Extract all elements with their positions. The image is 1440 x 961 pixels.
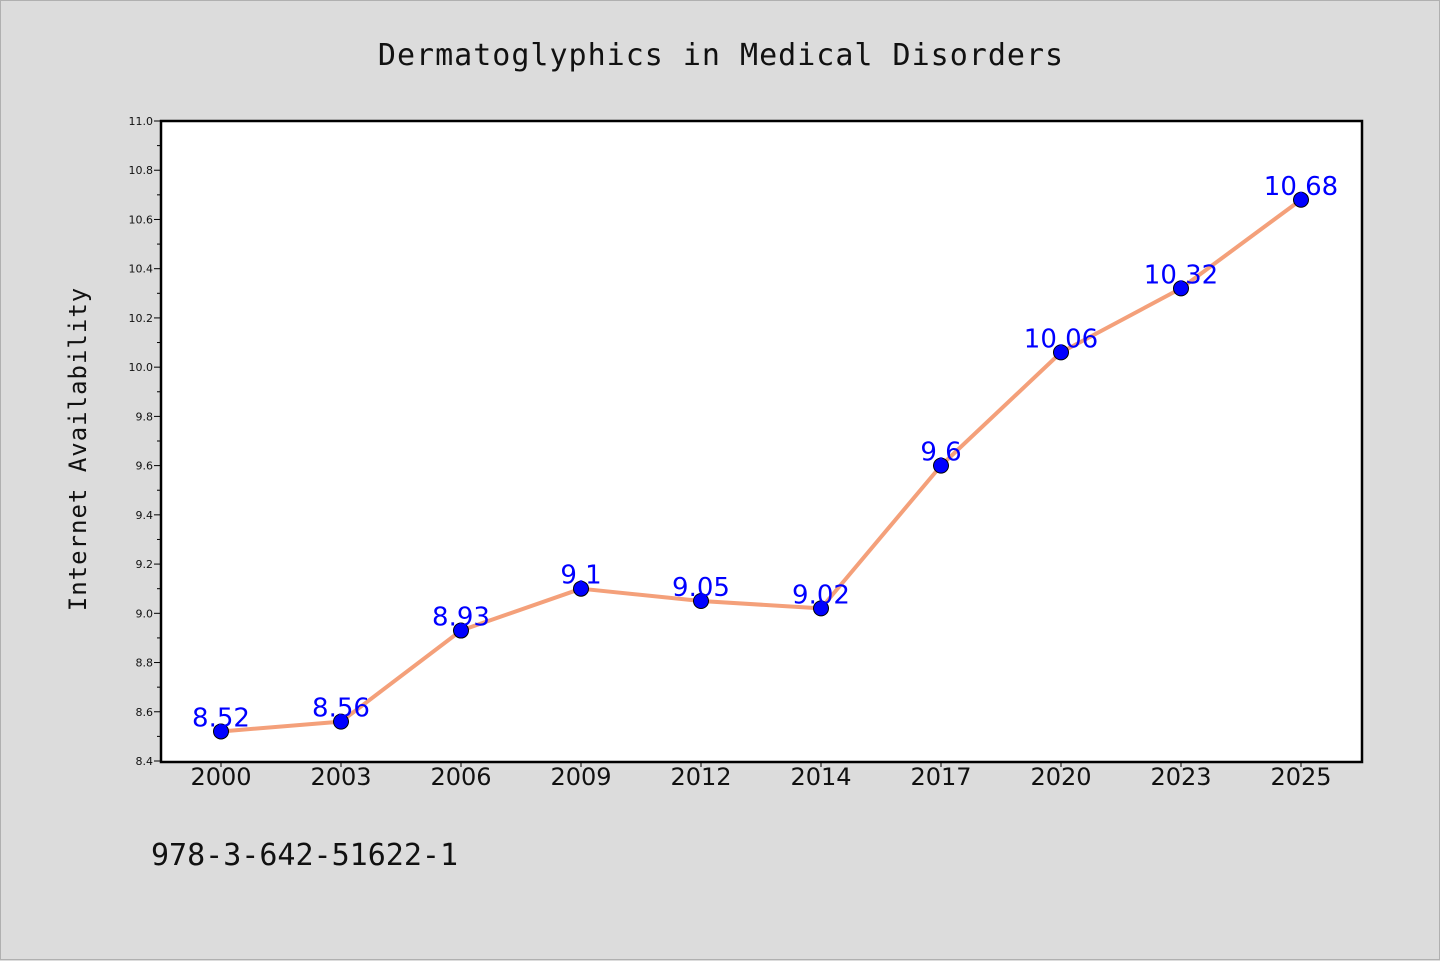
x-tick-label: 2023 bbox=[1150, 763, 1211, 791]
data-point-marker bbox=[933, 457, 949, 474]
x-axis: 2000 2003 2006 2009 2012 2014 2017 2020 2023 2025 bbox=[190, 761, 1332, 791]
x-tick-label: 2000 bbox=[190, 763, 251, 791]
y-axis-label: Internet Availability bbox=[64, 287, 92, 611]
data-point-marker bbox=[693, 593, 709, 609]
data-label: 9.05 bbox=[672, 573, 730, 603]
y-tick-label: 9.2 bbox=[136, 558, 154, 571]
x-tick-label: 2003 bbox=[310, 763, 371, 791]
y-tick-label: 10.8 bbox=[129, 164, 154, 177]
x-tick-label: 2009 bbox=[550, 763, 611, 791]
x-tick-label: 2006 bbox=[430, 763, 491, 791]
y-tick-label: 9.4 bbox=[136, 509, 154, 522]
x-tick-label: 2020 bbox=[1030, 763, 1091, 791]
data-labels-group: 8.52 8.56 8.93 9.1 9.05 9.02 9.6 10.06 10.32 10.6… bbox=[192, 172, 1338, 734]
data-point-marker bbox=[813, 600, 829, 617]
data-label: 10.32 bbox=[1144, 260, 1218, 290]
x-tick-label: 2017 bbox=[910, 763, 971, 791]
data-label: 9.02 bbox=[792, 580, 850, 610]
y-tick-label: 10.0 bbox=[129, 361, 154, 374]
y-tick-label: 11.0 bbox=[129, 115, 154, 128]
plot-area bbox=[159, 119, 1364, 764]
data-label: 8.52 bbox=[192, 703, 250, 733]
data-point-marker bbox=[573, 580, 589, 597]
data-point-marker bbox=[213, 723, 229, 740]
x-tick-label: 2012 bbox=[670, 763, 731, 791]
data-point-marker bbox=[1053, 344, 1069, 361]
data-point-marker bbox=[333, 713, 349, 730]
y-tick-label: 8.4 bbox=[136, 755, 154, 768]
x-tick-label: 2014 bbox=[790, 763, 851, 791]
data-label: 9.1 bbox=[560, 561, 601, 591]
y-tick-label: 9.0 bbox=[136, 607, 154, 620]
data-label: 8.93 bbox=[432, 603, 490, 633]
data-label: 9.6 bbox=[920, 438, 961, 468]
data-label: 10.68 bbox=[1264, 172, 1338, 202]
data-point-marker bbox=[1173, 280, 1189, 297]
data-point-marker bbox=[1293, 191, 1309, 208]
series-line bbox=[219, 197, 1303, 734]
y-axis: 8.4 8.6 8.8 9.0 9.2 9.4 9.6 9.8 10.0 10.2 10.4 10.6… bbox=[129, 115, 161, 768]
data-label: 8.56 bbox=[312, 694, 370, 724]
footnote-isbn: 978-3-642-51622-1 bbox=[151, 838, 458, 873]
y-tick-label: 10.4 bbox=[129, 263, 154, 276]
y-tick-label: 8.8 bbox=[136, 657, 154, 670]
y-tick-label: 9.8 bbox=[136, 410, 154, 423]
data-point-marker bbox=[453, 622, 469, 639]
x-tick-label: 2025 bbox=[1270, 763, 1331, 791]
y-tick-label: 10.2 bbox=[129, 312, 154, 325]
data-label: 10.06 bbox=[1024, 324, 1098, 354]
series-group bbox=[213, 191, 1309, 740]
y-tick-label: 10.6 bbox=[129, 213, 154, 226]
y-tick-label: 8.6 bbox=[136, 706, 154, 719]
y-tick-label: 9.6 bbox=[136, 460, 154, 473]
chart-title: Dermatoglyphics in Medical Disorders bbox=[378, 38, 1064, 73]
